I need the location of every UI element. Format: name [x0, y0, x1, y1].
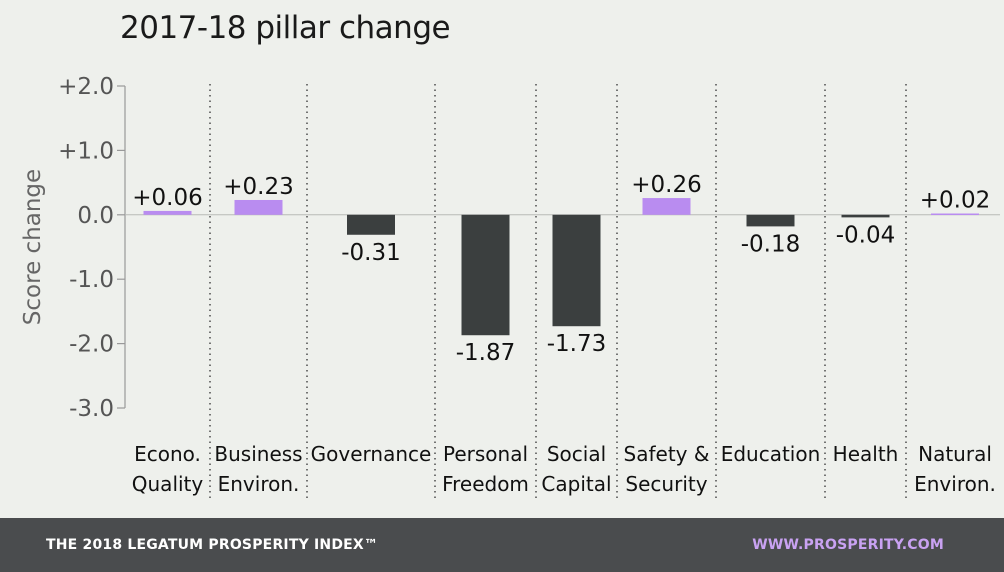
bar-data-label: +0.02: [920, 188, 990, 214]
bar-data-label: -1.87: [456, 340, 516, 366]
footer-publication: THE 2018 LEGATUM PROSPERITY INDEX™: [46, 537, 379, 553]
x-category-label: Governance: [311, 442, 432, 466]
bar-data-label: -1.73: [547, 331, 607, 357]
y-axis-title: Score change: [20, 169, 46, 325]
x-category-label: Education: [721, 442, 821, 466]
bar: [931, 213, 979, 216]
footer-bar: THE 2018 LEGATUM PROSPERITY INDEX™ WWW.P…: [0, 518, 1004, 572]
x-category-label: Safety & Security: [624, 442, 710, 496]
bar: [461, 214, 510, 336]
chart-title: 2017-18 pillar change: [120, 10, 451, 46]
x-category-label: Health: [833, 442, 899, 466]
x-category-label: Personal Freedom: [442, 442, 529, 496]
footer-website-link[interactable]: WWW.PROSPERITY.COM: [752, 537, 944, 553]
x-category-label: Econo. Quality: [132, 442, 204, 496]
y-tick-label: -1.0: [69, 267, 114, 293]
bar-data-label: -0.31: [341, 240, 401, 266]
bar: [746, 214, 795, 227]
bar-data-label: +0.23: [223, 174, 293, 200]
bar: [143, 210, 192, 215]
y-tick-label: -2.0: [69, 332, 114, 358]
bar: [841, 214, 890, 218]
bar: [642, 198, 691, 215]
x-category-label: Social Capital: [541, 442, 611, 496]
bar-data-label: +0.26: [631, 172, 701, 198]
bar-data-label: -0.04: [836, 222, 896, 248]
y-tick-label: 0.0: [77, 203, 114, 229]
y-tick-label: +1.0: [58, 138, 114, 164]
bar-data-label: +0.06: [132, 185, 202, 211]
bar-chart: +2.0 +1.0 0.0 -1.0 -2.0 -3.0 Score change +0.06…: [20, 74, 1000, 500]
bar: [234, 199, 283, 215]
bar: [347, 214, 395, 235]
x-category-label: Natural Environ.: [914, 442, 996, 496]
bar-data-label: -0.18: [741, 231, 801, 257]
x-category-label: Business Environ.: [214, 442, 302, 496]
bar: [552, 214, 601, 327]
y-tick-label: +2.0: [58, 74, 114, 100]
y-tick-label: -3.0: [69, 396, 114, 422]
